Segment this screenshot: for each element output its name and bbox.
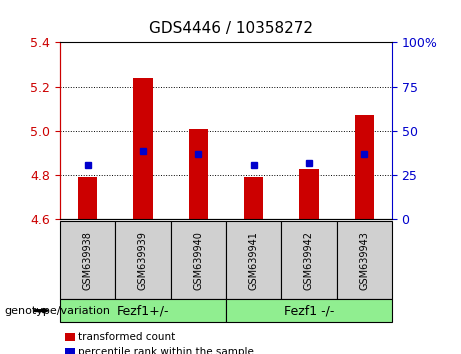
Text: GSM639942: GSM639942 [304,231,314,290]
Text: genotype/variation: genotype/variation [5,306,111,316]
Text: percentile rank within the sample: percentile rank within the sample [78,347,254,354]
Bar [244,177,263,219]
Text: Fezf1 -/-: Fezf1 -/- [284,304,334,317]
Text: GSM639943: GSM639943 [359,231,369,290]
Text: GSM639941: GSM639941 [248,231,259,290]
Bar [299,169,319,219]
Bar [78,177,97,219]
Text: GDS4446 / 10358272: GDS4446 / 10358272 [148,21,313,36]
Text: GSM639938: GSM639938 [83,231,93,290]
Text: GSM639940: GSM639940 [193,231,203,290]
Bar [133,78,153,219]
Bar [189,129,208,219]
Text: GSM639939: GSM639939 [138,231,148,290]
Bar [355,115,374,219]
Text: Fezf1+/-: Fezf1+/- [117,304,169,317]
Text: transformed count: transformed count [78,332,176,342]
